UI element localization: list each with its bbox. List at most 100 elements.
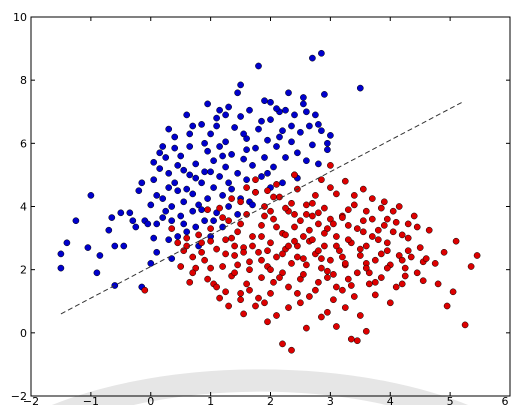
- data-point: [318, 255, 325, 262]
- data-point: [204, 195, 211, 202]
- data-point: [264, 247, 271, 255]
- data-point: [279, 340, 286, 348]
- data-point: [84, 244, 92, 251]
- data-point: [297, 299, 304, 307]
- data-point: [174, 187, 182, 195]
- data-point: [171, 179, 179, 187]
- data-point: [177, 263, 185, 270]
- data-point: [359, 217, 367, 225]
- data-point: [333, 190, 340, 198]
- data-point: [303, 157, 310, 165]
- data-point: [300, 255, 307, 262]
- data-point: [407, 253, 415, 261]
- data-point: [350, 192, 358, 199]
- data-point: [422, 255, 430, 262]
- plot-background: [31, 17, 510, 396]
- y-tick-label: 10: [13, 11, 27, 24]
- data-point: [87, 192, 95, 199]
- data-point: [213, 122, 220, 130]
- data-point: [333, 283, 340, 291]
- data-point: [174, 239, 182, 247]
- data-point: [180, 198, 188, 206]
- x-tick-label: −1: [83, 395, 99, 405]
- data-point: [267, 98, 274, 106]
- data-point: [306, 122, 313, 130]
- data-point: [222, 111, 229, 119]
- data-point: [285, 242, 292, 250]
- data-point: [294, 242, 301, 250]
- data-point: [341, 304, 349, 311]
- data-point: [368, 233, 376, 240]
- data-point: [258, 256, 265, 264]
- data-point: [186, 171, 194, 179]
- data-point: [383, 239, 391, 247]
- data-point: [219, 152, 226, 160]
- data-point: [383, 264, 391, 272]
- data-point: [315, 160, 322, 168]
- data-point: [252, 188, 259, 196]
- data-point: [279, 179, 286, 187]
- data-point: [279, 269, 286, 277]
- data-point: [126, 209, 134, 217]
- data-point: [276, 274, 283, 281]
- data-point: [333, 233, 340, 240]
- data-point: [318, 49, 325, 57]
- data-point: [267, 239, 274, 247]
- data-point: [321, 204, 328, 212]
- data-point: [150, 176, 158, 184]
- data-point: [377, 204, 385, 212]
- data-point: [371, 291, 379, 299]
- data-point: [431, 260, 439, 267]
- data-point: [117, 209, 125, 217]
- data-point: [243, 146, 250, 154]
- data-point: [201, 168, 208, 176]
- data-point: [309, 141, 316, 149]
- series-1: [141, 162, 481, 354]
- data-point: [171, 144, 179, 152]
- data-point: [177, 212, 185, 220]
- data-point: [324, 308, 331, 316]
- data-point: [419, 277, 427, 285]
- data-point: [255, 62, 262, 70]
- data-point: [261, 154, 268, 161]
- data-point: [362, 264, 370, 272]
- data-point: [473, 252, 481, 259]
- data-point: [324, 274, 331, 281]
- data-point: [189, 207, 197, 215]
- data-point: [231, 124, 238, 131]
- data-point: [177, 152, 185, 160]
- data-point: [312, 286, 319, 294]
- data-point: [264, 318, 271, 326]
- data-point: [144, 220, 152, 228]
- data-point: [171, 133, 179, 141]
- data-point: [374, 236, 382, 244]
- data-point: [306, 293, 313, 300]
- data-point: [258, 233, 265, 240]
- data-point: [57, 264, 65, 272]
- data-point: [210, 217, 217, 225]
- data-point: [312, 192, 319, 199]
- data-point: [201, 217, 208, 225]
- data-point: [264, 187, 271, 195]
- data-point: [186, 130, 194, 138]
- data-point: [246, 286, 253, 294]
- data-point: [183, 185, 191, 193]
- data-point: [434, 280, 442, 288]
- data-point: [273, 143, 280, 150]
- data-point: [138, 179, 146, 187]
- data-point: [383, 247, 391, 255]
- data-point: [377, 250, 385, 258]
- data-point: [210, 157, 217, 165]
- data-point: [222, 250, 229, 258]
- axes: −2 0 2 4 6 8 10 −2 −1 0 1 2 3 4 5 6: [11, 11, 511, 405]
- data-point: [246, 258, 253, 266]
- data-point: [333, 242, 340, 250]
- data-point: [315, 247, 322, 255]
- data-point: [195, 231, 202, 239]
- data-point: [282, 106, 289, 114]
- data-point: [315, 121, 322, 128]
- data-point: [255, 294, 262, 302]
- data-point: [231, 252, 238, 259]
- data-point: [374, 226, 382, 234]
- data-point: [213, 245, 220, 253]
